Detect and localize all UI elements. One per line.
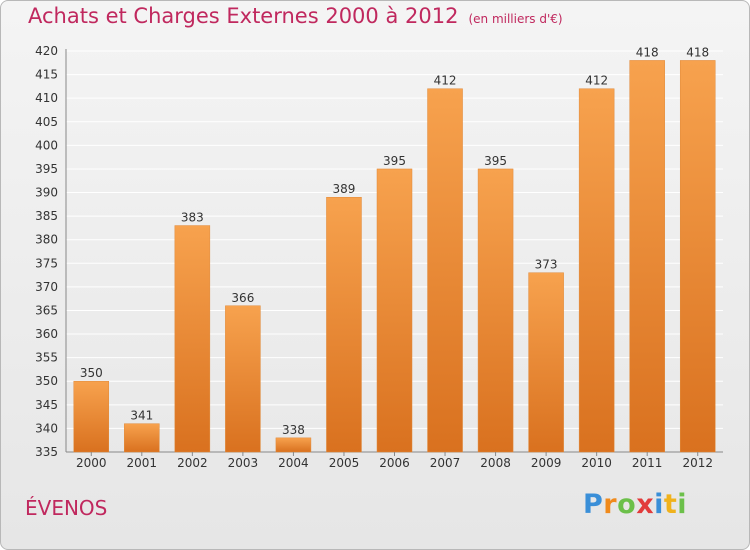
x-axis-ticks: 2000 2001 2002 2003 2004 2005 2006 2007 2008 2009… bbox=[76, 452, 713, 470]
bar bbox=[427, 88, 463, 453]
logo-letter: i bbox=[654, 489, 664, 520]
logo-letter: o bbox=[617, 489, 637, 520]
y-tick-label: 355 bbox=[35, 351, 58, 365]
bar bbox=[477, 168, 514, 453]
logo-letter: i bbox=[677, 489, 688, 520]
bar bbox=[376, 168, 413, 453]
x-tick-label: 2001 bbox=[127, 456, 158, 470]
y-tick-label: 370 bbox=[35, 280, 58, 294]
chart-title: Achats et Charges Externes 2000 à 2012 (e… bbox=[28, 4, 563, 28]
y-tick-label: 400 bbox=[35, 138, 58, 152]
bar bbox=[629, 60, 665, 453]
x-tick-label: 2009 bbox=[531, 456, 562, 470]
logo-letter: P bbox=[583, 489, 604, 520]
x-tick-label: 2000 bbox=[76, 456, 107, 470]
y-tick-label: 350 bbox=[35, 374, 58, 388]
bar bbox=[326, 196, 362, 453]
x-tick-label: 2007 bbox=[430, 456, 461, 470]
x-tick-label: 2002 bbox=[177, 456, 208, 470]
y-tick-label: 410 bbox=[35, 91, 58, 105]
bar-value-label: 395 bbox=[383, 154, 406, 168]
y-tick-label: 340 bbox=[35, 421, 58, 435]
bar bbox=[174, 225, 211, 453]
bar bbox=[124, 423, 160, 453]
bar bbox=[679, 60, 716, 453]
bar-value-label: 418 bbox=[686, 45, 709, 59]
y-tick-label: 420 bbox=[35, 44, 58, 58]
chart-title-text: Achats et Charges Externes 2000 à 2012 bbox=[28, 4, 459, 28]
bar-value-label: 418 bbox=[636, 45, 659, 59]
bar bbox=[528, 272, 564, 453]
x-tick-label: 2012 bbox=[682, 456, 713, 470]
y-tick-label: 390 bbox=[35, 186, 58, 200]
y-tick-label: 375 bbox=[35, 256, 58, 270]
bar-value-label: 412 bbox=[434, 74, 457, 88]
bar-value-label: 338 bbox=[282, 423, 305, 437]
x-tick-label: 2004 bbox=[278, 456, 309, 470]
bar-value-label: 412 bbox=[585, 74, 608, 88]
x-tick-label: 2003 bbox=[228, 456, 259, 470]
y-tick-label: 405 bbox=[35, 115, 58, 129]
bar-value-label: 350 bbox=[80, 366, 103, 380]
logo-letter: r bbox=[603, 489, 618, 520]
bar-value-label: 395 bbox=[484, 154, 507, 168]
x-tick-label: 2006 bbox=[379, 456, 410, 470]
commune-name: ÉVENOS bbox=[25, 496, 108, 520]
y-tick-label: 365 bbox=[35, 303, 58, 317]
logo-letter: t bbox=[663, 489, 678, 520]
bar bbox=[225, 305, 261, 453]
unit-note: (en milliers d'€) bbox=[468, 12, 563, 26]
y-tick-label: 380 bbox=[35, 233, 58, 247]
y-tick-label: 345 bbox=[35, 398, 58, 412]
bar bbox=[275, 437, 312, 453]
bar bbox=[578, 88, 615, 453]
y-tick-label: 360 bbox=[35, 327, 58, 341]
x-tick-label: 2010 bbox=[581, 456, 612, 470]
bar-value-label: 341 bbox=[130, 409, 153, 423]
y-axis-ticks: 335 340 345 350 355 360 365 370 375 380 385 390 395 4… bbox=[35, 44, 58, 459]
bar-value-label: 383 bbox=[181, 211, 204, 225]
proxiti-logo[interactable]: Proxiti bbox=[583, 489, 687, 520]
bars bbox=[73, 60, 716, 453]
x-tick-label: 2005 bbox=[329, 456, 360, 470]
bar-value-label: 373 bbox=[535, 258, 558, 272]
bar bbox=[73, 380, 110, 453]
x-tick-label: 2008 bbox=[480, 456, 511, 470]
y-tick-label: 395 bbox=[35, 162, 58, 176]
bar-value-label: 366 bbox=[231, 291, 254, 305]
value-labels: 350 341 383 366 338 389 395 412 395 373 412 418 418 bbox=[80, 45, 709, 436]
logo-letter: x bbox=[636, 489, 655, 520]
y-tick-label: 385 bbox=[35, 209, 58, 223]
y-tick-label: 335 bbox=[35, 445, 58, 459]
y-tick-label: 415 bbox=[35, 68, 58, 82]
bar-value-label: 389 bbox=[333, 182, 356, 196]
x-tick-label: 2011 bbox=[632, 456, 663, 470]
